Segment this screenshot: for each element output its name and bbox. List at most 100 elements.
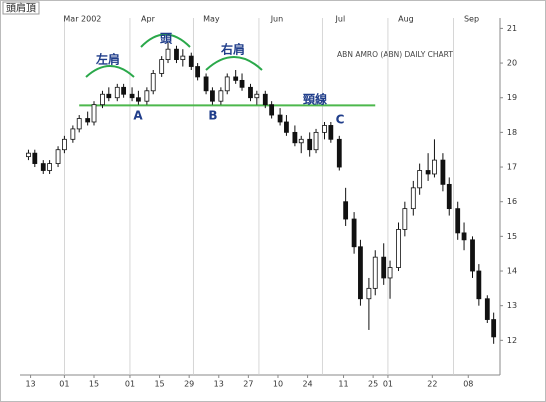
candle-body: [121, 86, 127, 95]
candle-body: [292, 131, 298, 144]
candle-body: [284, 121, 289, 133]
y-tick-label: 20: [507, 59, 517, 68]
candle-body: [32, 152, 38, 164]
annotation: 左肩: [95, 52, 120, 67]
candle-body: [343, 201, 349, 220]
candle-body: [165, 48, 171, 60]
candle-body: [366, 287, 372, 300]
candle-body: [85, 118, 91, 123]
candle-body: [210, 90, 215, 102]
x-tick-label: 13: [214, 380, 224, 389]
candle-body: [76, 118, 82, 130]
chart-label: ABN AMRO (ABN) DAILY CHART: [337, 50, 453, 59]
candle-body: [277, 114, 283, 123]
candle-body: [491, 319, 497, 338]
candle-body: [129, 93, 135, 99]
annotation: 頸線: [303, 92, 327, 107]
candle-body: [203, 76, 209, 92]
y-tick-label: 13: [507, 301, 517, 310]
candle-body: [70, 128, 76, 140]
y-tick-label: 19: [507, 93, 517, 102]
candle-body: [387, 267, 393, 279]
y-tick-label: 15: [507, 232, 517, 241]
annotation: B: [208, 109, 217, 123]
candle-body: [91, 104, 97, 123]
title-box: [2, 1, 40, 15]
shoulder-arc: [205, 56, 263, 71]
candle-body: [159, 59, 165, 74]
month-label: May: [203, 15, 220, 24]
candle-body: [425, 170, 431, 175]
x-tick-label: 22: [427, 380, 437, 389]
candle-body: [358, 246, 363, 300]
candle-body: [262, 93, 268, 106]
candle-body: [307, 138, 313, 151]
candle-body: [62, 138, 67, 151]
annotation: A: [133, 109, 143, 123]
candle-body: [440, 159, 446, 185]
x-tick-label: 11: [338, 380, 348, 389]
month-label: Jun: [270, 15, 284, 24]
x-tick-label: 01: [59, 380, 69, 389]
candle-body: [188, 55, 194, 67]
candle-body: [381, 256, 387, 279]
month-label: Jul: [335, 15, 346, 24]
y-tick-label: 16: [507, 197, 517, 206]
candle-body: [476, 270, 482, 300]
candle-body: [248, 86, 253, 99]
annotation: 右肩: [220, 42, 245, 57]
x-tick-label: 08: [463, 380, 473, 389]
candle-body: [336, 138, 342, 168]
x-tick-label: 25: [368, 380, 378, 389]
candle-body: [136, 97, 141, 102]
x-tick-label: 01: [125, 380, 135, 389]
candle-body: [224, 76, 230, 92]
x-tick-label: 27: [243, 380, 253, 389]
candle-body: [114, 86, 120, 99]
candle-body: [410, 187, 416, 210]
candle-body: [106, 93, 112, 99]
x-tick-label: 29: [184, 380, 194, 389]
head-arc: [140, 33, 191, 48]
month-label: Aug: [398, 15, 414, 24]
candle-body: [396, 229, 401, 268]
annotation: 頭: [160, 32, 173, 46]
month-label: Apr: [141, 15, 156, 24]
candle-body: [233, 76, 239, 81]
candle-body: [351, 218, 357, 248]
y-tick-label: 17: [507, 163, 517, 172]
page-title: 頭肩頂: [6, 2, 36, 15]
shoulder-arc: [85, 65, 135, 78]
y-tick-label: 14: [507, 267, 517, 276]
month-label: Sep: [464, 15, 479, 24]
candle-body: [40, 163, 46, 171]
candle-body: [461, 232, 467, 241]
candle-body: [195, 66, 201, 78]
x-tick-label: 13: [25, 380, 35, 389]
candle-body: [180, 55, 186, 60]
candle-body: [328, 125, 334, 140]
candle-body: [218, 90, 224, 102]
candle-body: [455, 208, 461, 234]
candle-body: [254, 93, 260, 99]
month-label: Mar 2002: [63, 15, 101, 24]
x-tick-label: 01: [383, 380, 393, 389]
annotation: C: [336, 113, 345, 127]
x-tick-label: 15: [89, 380, 99, 389]
candle-body: [269, 104, 275, 116]
candle-body: [100, 93, 105, 106]
candle-body: [470, 239, 475, 272]
candle-body: [402, 208, 408, 230]
candle-body: [322, 125, 327, 133]
candle-body: [417, 170, 423, 189]
candle-body: [47, 163, 53, 171]
candle-body: [239, 79, 245, 88]
y-tick-label: 12: [507, 336, 517, 345]
y-tick-label: 18: [507, 128, 517, 137]
candle-body: [26, 152, 31, 158]
plot: Mar 2002 Apr May Jun Jul Aug Sep 13 01 15 01 15 29 13…: [20, 15, 517, 389]
candle-body: [372, 256, 378, 289]
candle-body: [174, 48, 179, 60]
